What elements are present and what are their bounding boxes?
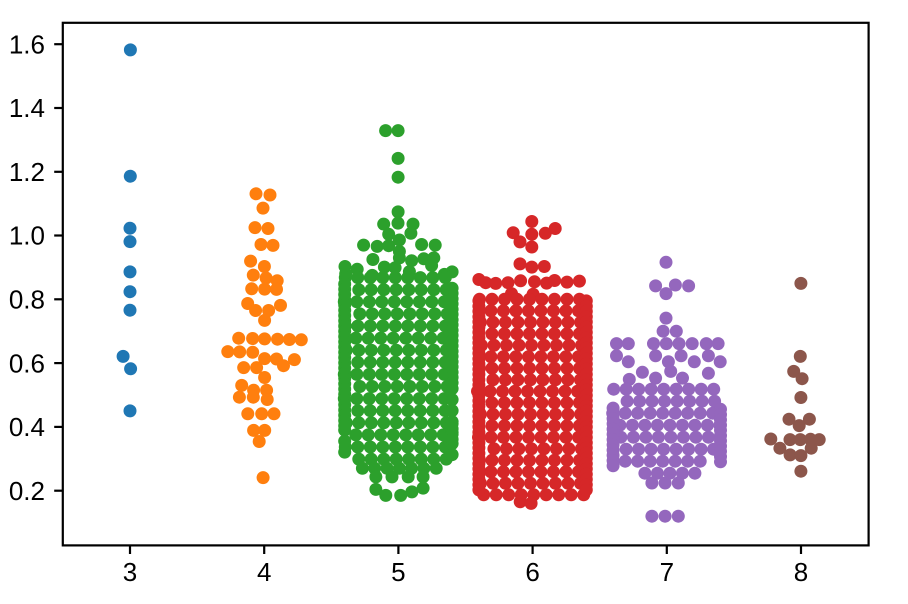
svg-text:0.4: 0.4: [9, 412, 45, 442]
svg-text:1.6: 1.6: [9, 29, 45, 59]
svg-text:1.0: 1.0: [9, 221, 45, 251]
svg-text:1.2: 1.2: [9, 157, 45, 187]
svg-text:0.6: 0.6: [9, 348, 45, 378]
svg-text:4: 4: [257, 557, 271, 587]
svg-text:0.2: 0.2: [9, 476, 45, 506]
svg-text:8: 8: [794, 557, 808, 587]
svg-text:6: 6: [525, 557, 539, 587]
svg-text:1.4: 1.4: [9, 93, 45, 123]
svg-text:7: 7: [660, 557, 674, 587]
svg-text:3: 3: [123, 557, 137, 587]
svg-text:5: 5: [391, 557, 405, 587]
svg-text:0.8: 0.8: [9, 285, 45, 315]
